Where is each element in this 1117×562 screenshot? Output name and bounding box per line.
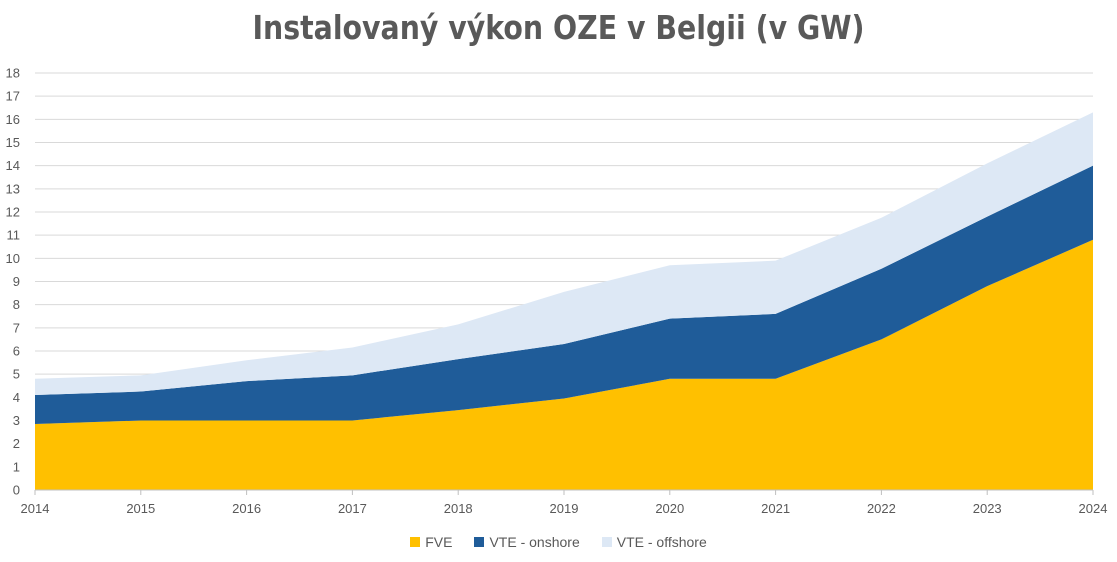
- legend-item-vte-offshore: VTE - offshore: [601, 534, 707, 550]
- y-tick-label-1: 1: [13, 459, 20, 474]
- x-tick-label-2024: 2024: [1079, 501, 1108, 516]
- chart-title: Instalovaný výkon OZE v Belgii (v GW): [252, 8, 865, 47]
- legend-swatch-fve: [410, 537, 421, 547]
- legend: FVE VTE - onshore VTE - offshore: [0, 534, 1117, 550]
- y-tick-label-10: 10: [6, 251, 20, 266]
- x-tick-label-2019: 2019: [550, 501, 579, 516]
- y-tick-label-3: 3: [13, 413, 20, 428]
- y-tick-label-18: 18: [6, 66, 20, 81]
- y-tick-label-11: 11: [7, 228, 21, 243]
- x-tick-label-2022: 2022: [867, 501, 896, 516]
- y-tick-label-14: 14: [6, 158, 20, 173]
- y-tick-label-15: 15: [6, 135, 20, 150]
- y-tick-label-13: 13: [6, 181, 20, 196]
- legend-swatch-vte-onshore: [474, 537, 485, 547]
- y-tick-label-7: 7: [13, 320, 20, 335]
- y-tick-label-5: 5: [13, 367, 20, 382]
- y-tick-label-0: 0: [13, 483, 20, 498]
- x-tick-label-2020: 2020: [655, 501, 684, 516]
- y-tick-label-17: 17: [6, 89, 20, 104]
- legend-item-vte-onshore: VTE - onshore: [474, 534, 580, 550]
- x-tick-label-2018: 2018: [444, 501, 473, 516]
- x-tick-label-2014: 2014: [21, 501, 50, 516]
- area-series-fve: [35, 239, 1093, 490]
- legend-label-fve: FVE: [425, 534, 453, 550]
- y-tick-label-6: 6: [13, 344, 20, 359]
- y-tick-label-2: 2: [13, 436, 20, 451]
- legend-item-fve: FVE: [410, 534, 452, 550]
- y-tick-label-16: 16: [6, 112, 20, 127]
- y-tick-label-4: 4: [13, 390, 20, 405]
- x-tick-label-2016: 2016: [232, 501, 261, 516]
- x-tick-label-2015: 2015: [126, 501, 155, 516]
- area-series-vte-onshore: [35, 165, 1093, 424]
- y-tick-label-12: 12: [6, 205, 20, 220]
- area-series-vte-offshore: [35, 112, 1093, 396]
- y-tick-label-8: 8: [13, 297, 20, 312]
- legend-swatch-vte-offshore: [601, 537, 612, 547]
- x-tick-label-2023: 2023: [973, 501, 1002, 516]
- x-tick-label-2017: 2017: [338, 501, 367, 516]
- legend-label-vte-onshore: VTE - onshore: [489, 534, 580, 550]
- y-tick-label-9: 9: [13, 274, 20, 289]
- legend-label-vte-offshore: VTE - offshore: [616, 534, 707, 550]
- x-tick-label-2021: 2021: [761, 501, 790, 516]
